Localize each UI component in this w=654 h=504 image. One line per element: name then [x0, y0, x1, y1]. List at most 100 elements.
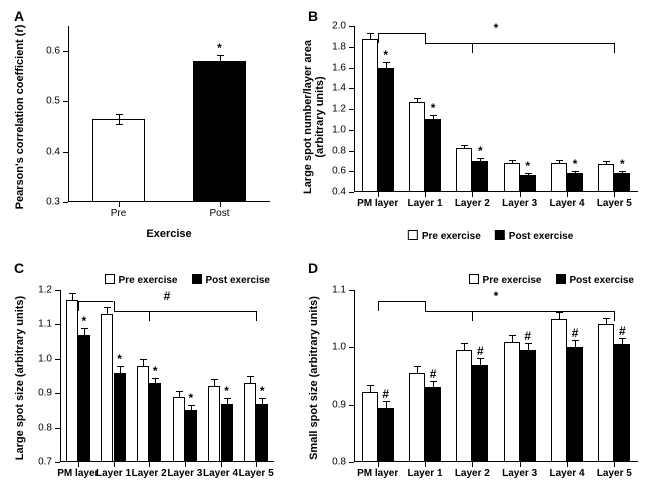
bar — [378, 68, 394, 193]
bracket — [614, 43, 615, 53]
bar — [409, 102, 425, 192]
panel-label-A: A — [14, 8, 24, 24]
bar — [504, 342, 520, 462]
ytick-label: 1.8 — [332, 41, 346, 52]
ytick-label: 0.8 — [38, 422, 52, 433]
error-cap — [572, 171, 579, 172]
bracket — [378, 33, 379, 43]
bar — [551, 163, 567, 192]
panel-D: D Small spot size (arbitrary units) 0.80… — [304, 260, 644, 496]
error-cap — [224, 398, 231, 399]
xtick — [425, 462, 426, 467]
sig-marker: * — [189, 392, 194, 404]
bar — [185, 410, 197, 462]
sig-marker: * — [383, 49, 388, 61]
ytick — [349, 88, 354, 89]
xtick — [472, 192, 473, 197]
plot-A: 0.30.40.50.6PrePost* — [68, 26, 270, 202]
swatch-black-icon — [495, 230, 505, 240]
ytick — [349, 47, 354, 48]
ylabel-B-line2: (arbitrary units) — [314, 76, 326, 157]
ytick-label: 1.2 — [38, 285, 52, 296]
error-bar — [433, 381, 434, 388]
bar — [567, 347, 583, 462]
xtick-label: PM layer — [357, 198, 398, 209]
bracket — [78, 301, 79, 311]
sig-marker: * — [117, 353, 122, 365]
bracket — [425, 33, 426, 43]
legend-C: Pre exercise Post exercise — [105, 274, 270, 286]
bar — [221, 404, 233, 462]
ytick — [55, 428, 60, 429]
sig-marker: * — [573, 158, 578, 170]
error-cap — [430, 115, 437, 116]
xtick-label: Layer 5 — [597, 198, 632, 209]
bar — [614, 173, 630, 192]
sig-marker: * — [153, 365, 158, 377]
error-cap — [383, 62, 390, 63]
error-cap — [217, 67, 224, 68]
bar — [425, 119, 441, 192]
error-cap — [556, 160, 563, 161]
error-cap — [217, 55, 224, 56]
ytick-label: 0.8 — [332, 145, 346, 156]
sig-marker: * — [217, 42, 222, 54]
xtick-label: Layer 4 — [549, 198, 584, 209]
error-bar — [72, 293, 73, 300]
ylabel-A-text: Pearson's correlation coefficient (r) — [14, 24, 26, 209]
bar — [425, 387, 441, 462]
ytick-label: 1.0 — [332, 342, 346, 353]
bracket — [149, 311, 150, 321]
xtick-label: Layer 5 — [239, 468, 274, 479]
bar — [114, 373, 126, 462]
bar — [456, 350, 472, 462]
panel-label-C: C — [14, 260, 24, 276]
sig-marker: # — [477, 345, 484, 357]
swatch-black-icon — [556, 274, 566, 284]
ytick — [63, 152, 68, 153]
error-cap — [556, 312, 563, 313]
error-cap — [477, 158, 484, 159]
error-bar — [575, 340, 576, 347]
bracket — [256, 311, 257, 321]
sig-marker: # — [572, 327, 579, 339]
xlabel-A: Exercise — [146, 228, 191, 240]
sig-marker: * — [620, 158, 625, 170]
sig-marker: * — [478, 145, 483, 157]
error-bar — [107, 307, 108, 314]
ytick-label: 0.4 — [332, 187, 346, 198]
error-bar — [84, 328, 85, 335]
legend-pre-label: Pre exercise — [119, 275, 178, 286]
sig-marker: * — [431, 102, 436, 114]
error-cap — [176, 391, 183, 392]
sig-marker: # — [430, 368, 437, 380]
sig-marker: # — [619, 325, 626, 337]
xtick — [472, 462, 473, 467]
error-cap — [188, 405, 195, 406]
legend-pre: Pre exercise — [408, 230, 481, 242]
ytick-label: 1.1 — [38, 319, 52, 330]
ytick — [349, 192, 354, 193]
error-cap — [461, 343, 468, 344]
ytick-label: 1.4 — [332, 83, 346, 94]
ytick — [349, 109, 354, 110]
bar — [256, 404, 268, 462]
legend-pre: Pre exercise — [469, 274, 542, 286]
ytick — [349, 405, 354, 406]
ytick-label: 0.6 — [332, 166, 346, 177]
bar — [362, 392, 378, 462]
bar — [208, 386, 220, 462]
ytick — [55, 359, 60, 360]
error-cap — [414, 98, 421, 99]
bar — [504, 163, 520, 192]
xtick — [378, 192, 379, 197]
error-bar — [143, 359, 144, 366]
bar-Pre — [92, 119, 145, 202]
ylabel-B-line1: Large spot number/layer area — [302, 40, 314, 194]
ytick-label: 1.0 — [38, 353, 52, 364]
bracket — [425, 301, 426, 311]
xtick-label: Layer 4 — [203, 468, 238, 479]
error-cap — [619, 171, 626, 172]
error-bar — [214, 379, 215, 386]
xtick-label: Layer 3 — [502, 468, 537, 479]
